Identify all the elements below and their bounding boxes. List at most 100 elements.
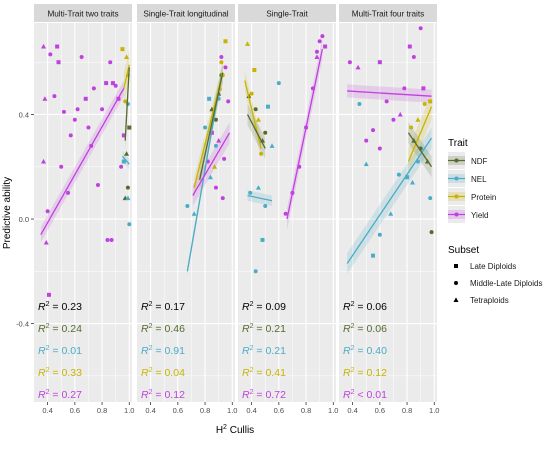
legend-key-point <box>454 176 459 181</box>
r-squared-exponent: 2 <box>149 389 153 396</box>
data-point <box>220 196 225 201</box>
data-point <box>249 91 254 96</box>
r-squared-symbol: R <box>242 367 250 379</box>
r-squared-label: R2 = 0.04 <box>141 367 185 379</box>
data-point <box>61 109 66 114</box>
x-tick-label: 0.6 <box>274 406 284 415</box>
data-point <box>45 209 50 214</box>
r-squared-label: R2 = 0.17 <box>141 301 185 313</box>
r-squared-value: = 0.23 <box>50 301 83 313</box>
data-point <box>384 99 389 104</box>
legend-key-shape <box>454 281 458 285</box>
r-squared-exponent: 2 <box>46 389 50 396</box>
data-point <box>105 237 110 242</box>
data-point <box>323 44 328 49</box>
r-squared-exponent: 2 <box>351 389 355 396</box>
r-squared-value: = 0.17 <box>153 301 186 313</box>
x-tick-label: 1.0 <box>328 406 338 415</box>
legend-key-point <box>454 158 459 163</box>
data-point <box>127 125 132 130</box>
legend-label-subset: Tetraploids <box>470 296 509 305</box>
regression-line <box>123 64 130 89</box>
facet-title: Multi-Trait four traits <box>352 10 424 19</box>
regression-line <box>121 155 130 165</box>
r-squared-symbol: R <box>242 389 250 401</box>
data-point <box>79 54 84 59</box>
regression-line <box>192 132 231 196</box>
y-tick-label: 0.4 <box>19 110 29 119</box>
data-point <box>113 83 118 88</box>
data-point <box>245 41 251 46</box>
data-point <box>407 44 412 49</box>
data-point <box>388 211 394 216</box>
data-point <box>252 68 257 73</box>
r-squared-symbol: R <box>141 323 149 335</box>
data-point <box>283 211 288 216</box>
r-squared-exponent: 2 <box>46 301 50 308</box>
data-point <box>405 175 410 180</box>
r-squared-label: R2 = 0.06 <box>343 323 387 335</box>
data-point <box>91 86 96 91</box>
r-squared-label: R2 = 0.23 <box>38 301 82 313</box>
x-tick-label: 1.0 <box>124 406 134 415</box>
data-point <box>212 164 218 169</box>
r-squared-exponent: 2 <box>351 323 355 330</box>
legend-label-subset: Late Diploids <box>470 262 516 271</box>
r-squared-exponent: 2 <box>149 345 153 352</box>
data-point <box>124 54 130 59</box>
x-tick-label: 0.4 <box>145 406 155 415</box>
data-point <box>253 269 258 274</box>
r-squared-symbol: R <box>343 389 351 401</box>
data-point <box>269 143 275 148</box>
legend-label-subset: Middle-Late Diploids <box>470 279 542 288</box>
r-squared-symbol: R <box>141 301 149 313</box>
data-point <box>125 195 131 201</box>
r-squared-symbol: R <box>242 323 250 335</box>
data-point <box>255 117 261 122</box>
data-point <box>109 237 114 242</box>
regression-line <box>198 72 224 180</box>
facet-title: Multi-Trait two traits <box>47 10 118 19</box>
x-tick-label: 0.6 <box>375 406 385 415</box>
data-point <box>371 128 376 133</box>
data-point <box>428 196 433 201</box>
r-squared-label: R2 = 0.06 <box>343 301 387 313</box>
r-squared-value: = 0.12 <box>153 389 186 401</box>
data-point <box>364 138 369 143</box>
data-point <box>219 54 224 59</box>
y-tick-label: -0.4 <box>16 320 29 329</box>
data-point <box>213 185 218 190</box>
data-point <box>428 99 433 104</box>
r-squared-symbol: R <box>38 323 46 335</box>
y-tick-label: 0.0 <box>19 215 29 224</box>
legend-title-trait: Trait <box>448 138 468 149</box>
data-point <box>391 117 396 122</box>
data-point <box>377 60 382 65</box>
r-squared-symbol: R <box>343 345 351 357</box>
data-point <box>317 39 322 44</box>
x-tick-label: 0.8 <box>200 406 210 415</box>
r-squared-value: < 0.01 <box>355 389 388 401</box>
r-squared-exponent: 2 <box>46 323 50 330</box>
legend-key-point <box>454 212 459 217</box>
data-point <box>95 183 100 188</box>
r-squared-symbol: R <box>38 345 46 357</box>
data-point <box>48 52 53 57</box>
data-point <box>121 133 126 138</box>
facet-title: Single-Trait longitudinal <box>143 10 228 19</box>
data-point <box>86 125 91 130</box>
data-point <box>213 117 218 122</box>
data-point <box>124 151 130 156</box>
data-point <box>121 159 126 164</box>
r-squared-symbol: R <box>141 367 149 379</box>
r-squared-label: R2 = 0.01 <box>38 345 82 357</box>
r-squared-label: R2 = 0.40 <box>343 345 387 357</box>
regression-line <box>286 49 324 220</box>
r-squared-value: = 0.21 <box>254 345 287 357</box>
data-point <box>191 211 197 216</box>
x-tick-label: 0.6 <box>70 406 80 415</box>
r-squared-label: R2 = 0.12 <box>343 367 387 379</box>
